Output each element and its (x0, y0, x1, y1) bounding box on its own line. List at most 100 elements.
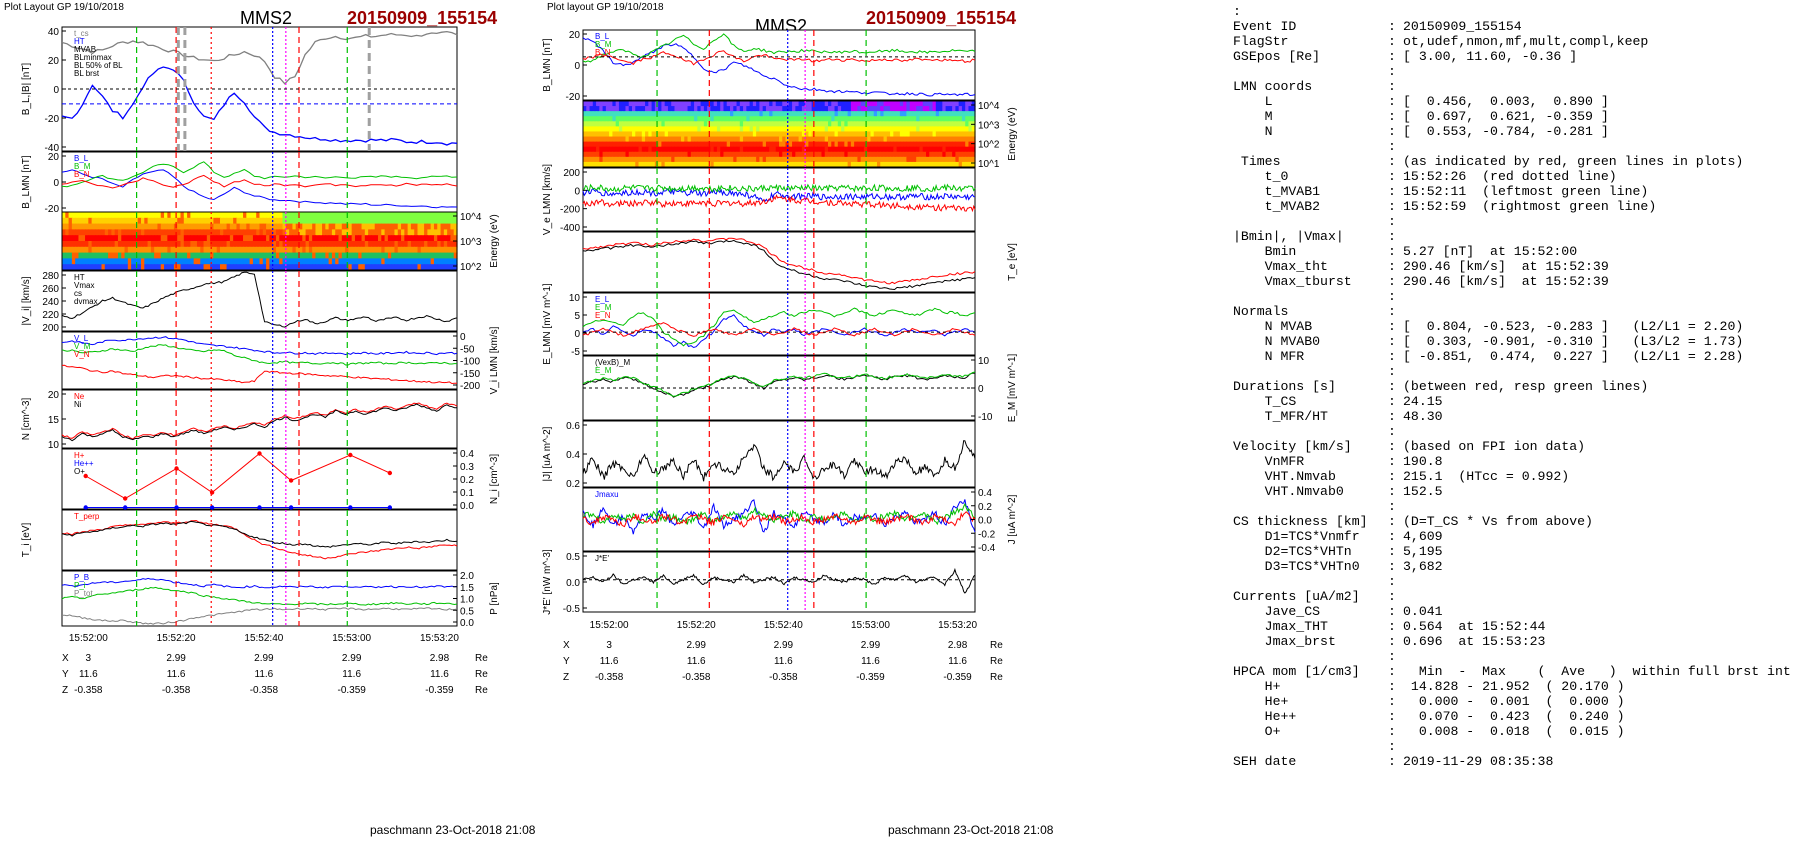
spectrogram-cell (318, 212, 323, 219)
spectrogram-cell (397, 235, 402, 242)
spectrogram-cell (785, 141, 790, 148)
summary-value: [ 0.804, -0.523, -0.283 ] (L2/L1 = 2.20) (1403, 319, 1744, 334)
spectrogram-cell (602, 116, 607, 122)
spectrogram-cell (651, 121, 656, 127)
spectrogram-cell (368, 212, 373, 219)
spectrogram-cell (615, 101, 620, 107)
summary-value: 5.27 [nT] at 15:52:00 (1403, 244, 1578, 259)
spectrogram-cell (226, 241, 231, 248)
spectrogram-cell (886, 101, 891, 107)
spectrogram-cell (583, 146, 587, 153)
spectrogram-cell (384, 235, 389, 242)
spectrogram-cell (880, 136, 885, 143)
summary-key: HPCA mom [1/cm3] (1233, 664, 1360, 679)
spectrogram-cell (765, 131, 770, 138)
spectrogram-cell (223, 258, 228, 265)
spectrogram-cell (259, 235, 264, 242)
spectrogram-cell (664, 126, 669, 133)
spectrogram-cell (220, 229, 224, 236)
summary-key: T_CS (1233, 394, 1297, 409)
spectrogram-cell (841, 136, 845, 143)
spectrogram-cell (638, 146, 643, 153)
y-axis-label: T_e [eV] (1007, 243, 1018, 281)
spectrogram-cell (694, 151, 698, 158)
spectrogram-cell (206, 241, 211, 248)
spectrogram-cell (605, 146, 610, 153)
legend-entry: P_i (74, 581, 86, 590)
spectrogram-cell (358, 235, 363, 242)
spectrogram-cell (779, 151, 783, 158)
spectrogram-cell (779, 116, 783, 122)
position-cell: 11.6 (687, 656, 706, 667)
spectrogram-cell (935, 141, 940, 148)
spectrogram-cell (124, 223, 129, 230)
spectrogram-cell (331, 264, 336, 271)
spectrogram-cell (437, 264, 442, 271)
spectrogram-cell (312, 246, 317, 254)
spectrogram-cell (971, 111, 976, 117)
spectrogram-cell (906, 141, 911, 148)
spectrogram-cell (756, 131, 760, 138)
y-tick-label: 10^2 (978, 140, 1000, 151)
spectrogram-cell (443, 235, 448, 242)
spectrogram-cell (437, 246, 442, 254)
spectrogram-cell (952, 156, 956, 163)
spectrogram-cell (75, 252, 80, 259)
spectrogram-cell (407, 241, 412, 248)
spectrogram-cell (338, 241, 343, 248)
spectrogram-cell (378, 229, 382, 236)
spectrogram-cell (443, 217, 448, 225)
spectrogram-cell (942, 101, 947, 107)
spectrogram-cell (292, 241, 297, 248)
spectrogram-cell (736, 111, 741, 117)
spectrogram-cell (612, 141, 617, 148)
spectrogram-cell (384, 229, 389, 236)
spectrogram-cell (216, 229, 221, 236)
spectrogram-cell (948, 116, 953, 122)
spectrogram-cell (170, 252, 175, 259)
spectrogram-cell (252, 241, 257, 248)
spectrogram-cell (246, 217, 251, 225)
spectrogram-cell (269, 241, 274, 248)
spectrogram-cell (628, 146, 633, 153)
spectrogram-cell (322, 212, 326, 219)
y-tick-label: 2.0 (460, 571, 474, 582)
spectrogram-cell (599, 156, 604, 163)
spectrogram-cell (592, 106, 597, 112)
spectrogram-cell (170, 264, 175, 271)
summary-value: [ 3.00, 11.60, -0.36 ] (1403, 49, 1578, 64)
spectrogram-cell (837, 101, 842, 107)
position-cell: Re (475, 669, 488, 680)
spectrogram-cell (801, 121, 806, 127)
spectrogram-cell (831, 146, 836, 153)
spectrogram-cell (154, 212, 159, 219)
spectrogram-cell (765, 156, 770, 163)
spectrogram-cell (160, 258, 165, 265)
left-ni-point (174, 505, 179, 510)
spectrogram-cell (453, 252, 458, 259)
y-tick-label: 220 (42, 310, 59, 321)
spectrogram-cell (814, 136, 819, 143)
spectrogram-cell (818, 156, 823, 163)
spectrogram-cell (775, 141, 780, 148)
spectrogram-cell (615, 131, 620, 138)
spectrogram-cell (200, 241, 205, 248)
spectrogram-cell (860, 121, 865, 127)
spectrogram-cell (863, 126, 868, 133)
spectrogram-cell (916, 111, 921, 117)
spectrogram-cell (681, 136, 685, 143)
summary-separator: : (1388, 169, 1396, 184)
spectrogram-cell (873, 156, 878, 163)
spectrogram-cell (150, 246, 155, 254)
spectrogram-cell (641, 131, 646, 138)
summary-row: N MVAB0:[ 0.303, -0.901, -0.310 ] (L3/L2… (1233, 334, 1791, 349)
spectrogram-cell (397, 264, 402, 271)
summary-key: N MVAB (1233, 319, 1313, 334)
spectrogram-cell (765, 141, 770, 148)
spectrogram-cell (124, 217, 129, 225)
spectrogram-cell (437, 258, 442, 265)
spectrogram-cell (648, 111, 653, 117)
spectrogram-cell (259, 217, 264, 225)
spectrogram-cell (196, 264, 201, 271)
spectrogram-cell (661, 136, 666, 143)
